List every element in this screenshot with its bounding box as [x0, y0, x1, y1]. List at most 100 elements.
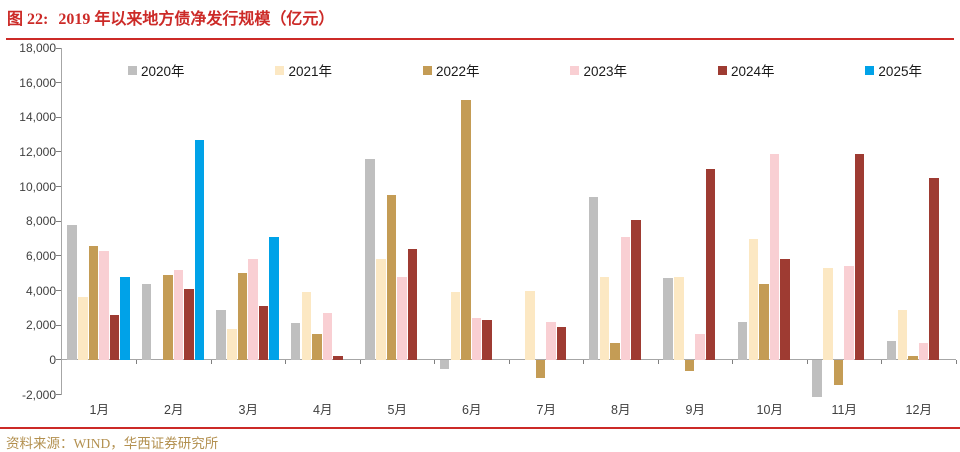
legend-swatch-icon — [570, 65, 580, 75]
x-axis-tick — [285, 359, 286, 364]
bar-2023年-5月 — [397, 276, 407, 360]
legend-swatch-icon — [128, 65, 137, 75]
legend-item-2022年: 2022年 — [422, 60, 480, 80]
x-axis-tick — [881, 359, 882, 364]
bar-2024年-11月 — [854, 153, 865, 360]
legend-item-2024年: 2024年 — [717, 60, 775, 80]
bar-2022年-3月 — [237, 273, 248, 360]
x-axis-tick — [508, 359, 510, 364]
bar-2021年-10月 — [748, 238, 759, 360]
y-axis-tick-label: 14,000 — [19, 110, 56, 125]
bar-2021年-11月 — [823, 268, 833, 360]
bar-2022年-6月 — [461, 99, 471, 360]
bar-2022年-4月 — [312, 333, 322, 360]
y-axis-tick-label: 6,000 — [25, 248, 56, 263]
bar-2024年-5月 — [407, 248, 418, 360]
x-axis-category-label: 12月 — [905, 403, 932, 417]
legend-item-2023年: 2023年 — [570, 60, 627, 80]
bar-2022年-7月 — [535, 360, 546, 378]
bar-2021年-12月 — [897, 309, 908, 360]
bar-2024年-4月 — [333, 355, 343, 360]
bar-2023年-10月 — [769, 153, 780, 360]
bar-2021年-8月 — [599, 276, 610, 360]
y-axis-tick — [56, 324, 61, 326]
y-axis-tick-label: 8,000 — [25, 214, 56, 229]
bar-2023年-8月 — [620, 236, 631, 360]
legend-item-2021年: 2021年 — [275, 60, 332, 80]
bar-2024年-9月 — [705, 169, 716, 360]
legend-item-2025年: 2025年 — [865, 60, 922, 80]
y-axis-tick — [56, 82, 61, 84]
y-axis-tick — [56, 186, 61, 188]
bar-2021年-7月 — [525, 290, 535, 360]
bar-2021年-3月 — [227, 328, 237, 360]
bar-2023年-3月 — [248, 259, 258, 360]
y-axis-tick — [56, 290, 61, 292]
y-axis-tick — [56, 220, 61, 222]
x-axis-category-label: 5月 — [387, 403, 407, 417]
x-axis-category-label: 11月 — [831, 403, 857, 417]
y-axis-tick-label: 12,000 — [19, 144, 56, 159]
y-axis-line — [61, 48, 62, 395]
y-axis-tick-label: 16,000 — [19, 75, 56, 90]
legend-label: 2025年 — [878, 64, 922, 79]
y-axis-tick-label: 2,000 — [25, 318, 56, 333]
bar-2021年-9月 — [674, 276, 684, 360]
bar-2020年-12月 — [886, 340, 897, 360]
y-axis-tick-label: -2,000 — [21, 387, 56, 402]
x-axis-tick — [210, 359, 212, 364]
bar-2021年-5月 — [376, 259, 386, 360]
x-axis-category-label: 7月 — [536, 403, 556, 417]
bar-2025年-3月 — [269, 236, 279, 360]
bar-2023年-7月 — [546, 321, 556, 360]
bar-2022年-9月 — [684, 360, 695, 371]
bar-2021年-6月 — [450, 292, 461, 360]
bar-2023年-4月 — [322, 313, 333, 360]
y-axis-tick-label: 4,000 — [25, 283, 56, 298]
x-axis-tick — [955, 359, 957, 364]
x-axis-category-label: 1月 — [89, 403, 109, 417]
x-axis-category-label: 6月 — [462, 403, 482, 417]
x-axis-tick — [136, 359, 137, 364]
y-axis-tick-label: 0 — [49, 352, 56, 367]
x-axis-category-label: 9月 — [685, 403, 705, 417]
bar-2020年-2月 — [141, 283, 152, 360]
legend-swatch-icon — [275, 65, 285, 75]
bar-2020年-10月 — [737, 321, 748, 360]
bar-2024年-8月 — [631, 219, 641, 360]
bar-2022年-8月 — [610, 342, 620, 360]
figure-number-label: 图 22: — [7, 11, 49, 28]
bar-2022年-10月 — [759, 283, 769, 360]
bar-2021年-4月 — [301, 292, 312, 360]
x-axis-tick — [732, 359, 733, 364]
bar-2020年-4月 — [290, 323, 301, 360]
y-axis-tick — [56, 255, 61, 257]
x-axis-tick — [657, 359, 659, 364]
legend-label: 2024年 — [730, 64, 775, 79]
bar-2020年-8月 — [588, 196, 599, 360]
bar-2022年-2月 — [163, 274, 173, 360]
bar-2023年-12月 — [918, 342, 929, 360]
bar-2024年-6月 — [482, 320, 492, 360]
y-axis-tick — [56, 394, 61, 395]
y-axis-tick-label: 10,000 — [19, 179, 56, 194]
legend-item-2020年: 2020年 — [128, 60, 185, 80]
bar-2024年-3月 — [258, 306, 269, 360]
bar-2024年-7月 — [556, 326, 567, 360]
bar-2020年-9月 — [663, 278, 673, 360]
y-axis-tick — [56, 359, 61, 361]
bar-2024年-1月 — [109, 314, 120, 360]
legend-swatch-icon — [717, 65, 727, 75]
legend-swatch-icon — [865, 65, 875, 75]
figure-title-text: 2019 年以来地方债净发行规模（亿元） — [58, 11, 335, 28]
y-axis-tick-label: 18,000 — [19, 41, 56, 55]
x-axis-tick — [583, 359, 584, 364]
bar-2022年-12月 — [908, 355, 918, 360]
x-axis-category-label: 4月 — [313, 403, 333, 417]
bar-2023年-1月 — [99, 250, 109, 360]
bar-2022年-1月 — [88, 245, 99, 360]
bar-2024年-2月 — [184, 288, 194, 360]
legend-label: 2020年 — [141, 64, 185, 79]
